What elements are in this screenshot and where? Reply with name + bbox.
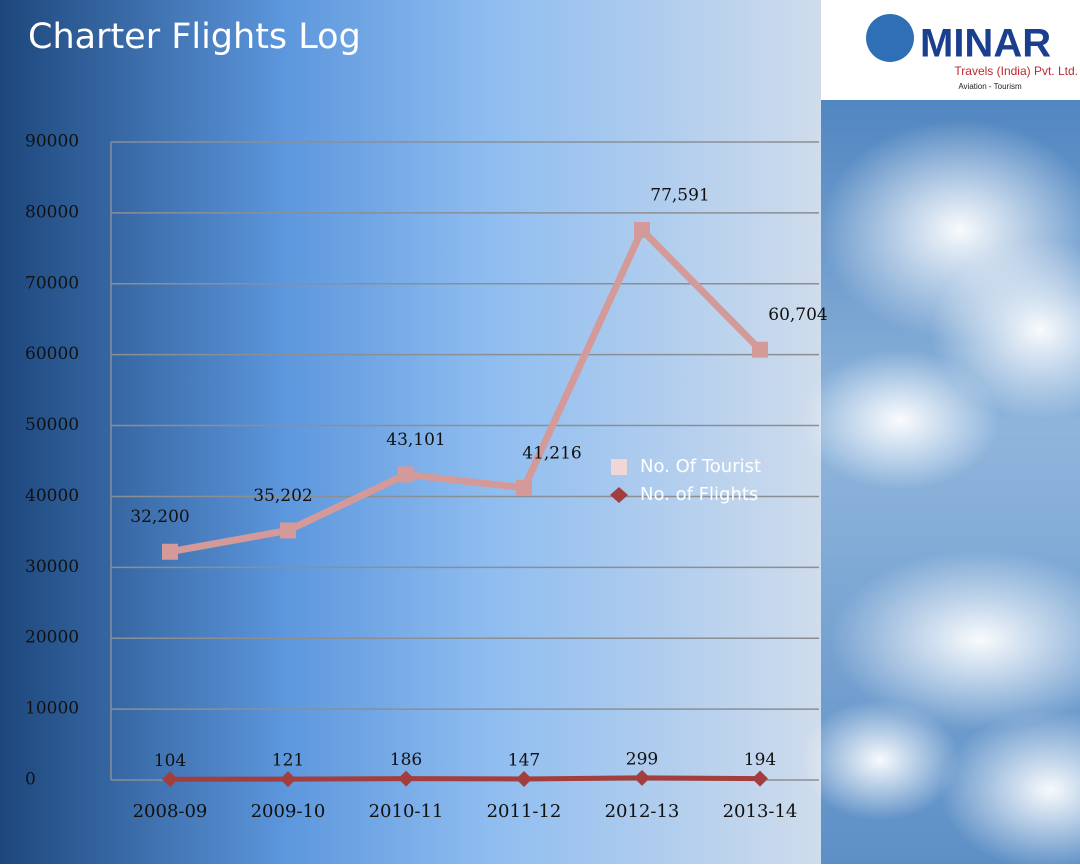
point	[634, 769, 650, 786]
legend-label: No. Of Tourist	[640, 456, 761, 477]
background	[0, 0, 821, 864]
data-label: 121	[272, 751, 304, 771]
y-tick-label: 10000	[25, 699, 79, 719]
y-tick-label: 90000	[25, 132, 79, 152]
x-tick-label: 2009-10	[251, 801, 326, 822]
y-tick-label: 50000	[25, 415, 79, 435]
point	[398, 770, 414, 787]
point	[280, 771, 296, 788]
data-label: 77,591	[650, 185, 709, 205]
data-label: 147	[508, 750, 540, 770]
data-label: 60,704	[768, 305, 827, 325]
y-tick-label: 60000	[25, 344, 79, 364]
x-tick-label: 2013-14	[723, 801, 798, 822]
x-tick-label: 2011-12	[487, 801, 562, 822]
point	[398, 466, 414, 483]
legend-swatch	[610, 487, 628, 503]
point	[752, 341, 768, 358]
y-tick-label: 80000	[25, 202, 79, 222]
data-label: 299	[626, 749, 658, 769]
clouds	[800, 120, 1080, 868]
point	[162, 543, 178, 560]
y-tick-label: 40000	[25, 486, 79, 506]
point	[634, 221, 650, 238]
legend-label: No. of Flights	[640, 484, 758, 505]
data-label: 41,216	[522, 443, 581, 463]
y-tick-label: 20000	[25, 628, 79, 648]
x-tick-label: 2012-13	[605, 801, 680, 822]
logo-company: Travels (India) Pvt. Ltd.	[954, 64, 1078, 78]
y-tick-label: 70000	[25, 273, 79, 293]
logo-globe	[866, 14, 914, 62]
series-line	[169, 775, 761, 782]
x-tick-label: 2008-09	[133, 801, 208, 822]
logo-box	[821, 0, 1080, 100]
logo-tagline: Aviation - Tourism	[958, 82, 1022, 91]
data-label: 194	[744, 750, 776, 770]
data-label: 35,202	[253, 486, 312, 506]
data-label: 104	[154, 751, 186, 771]
point	[516, 770, 532, 787]
x-tick-label: 2010-11	[369, 801, 444, 822]
data-label: 186	[390, 750, 422, 770]
y-tick-label: 0	[25, 770, 36, 790]
point	[280, 522, 296, 539]
point	[516, 479, 532, 496]
chart-title: Charter Flights Log	[28, 17, 361, 57]
legend-swatch	[611, 459, 627, 475]
logo-name: MINAR	[920, 22, 1051, 66]
point	[162, 771, 178, 788]
y-tick-label: 30000	[25, 557, 79, 577]
data-label: 32,200	[130, 507, 189, 527]
series-line	[169, 226, 763, 556]
point	[752, 770, 768, 787]
data-label: 43,101	[386, 430, 445, 450]
